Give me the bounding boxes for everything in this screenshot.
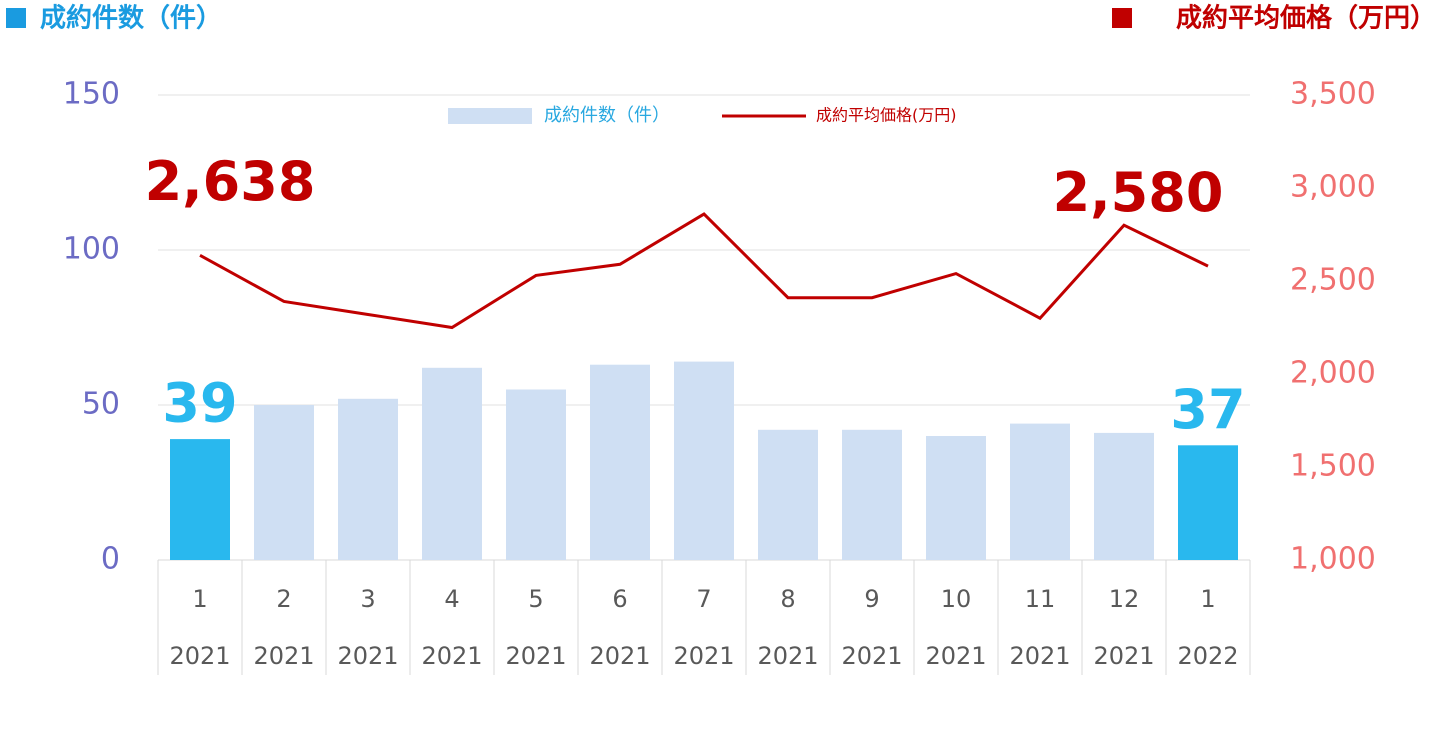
legend-label: 成約平均価格(万円) xyxy=(816,106,957,125)
x-group-label: 2021 xyxy=(757,642,818,670)
y2-tick-label: 1,500 xyxy=(1290,449,1376,484)
line xyxy=(199,212,1209,330)
x-group-label: 2021 xyxy=(1009,642,1070,670)
bar xyxy=(1094,432,1154,560)
bar xyxy=(590,364,650,560)
bar xyxy=(842,429,902,560)
x-group-label: 2022 xyxy=(1177,642,1238,670)
left-header: 成約件数（件） xyxy=(40,3,222,34)
x-group-label: 2021 xyxy=(1093,642,1154,670)
bar xyxy=(338,398,398,560)
x-group-label: 2021 xyxy=(253,642,314,670)
data-label: 39 xyxy=(162,372,237,435)
x-tick-label: 4 xyxy=(444,585,459,613)
y2-tick-label: 2,000 xyxy=(1290,356,1376,391)
y-tick-label: 100 xyxy=(63,232,120,267)
bar xyxy=(506,389,566,560)
x-tick-label: 9 xyxy=(864,585,879,613)
y-tick-label: 150 xyxy=(63,77,120,112)
data-label: 2,638 xyxy=(145,150,316,213)
x-tick-label: 5 xyxy=(528,585,543,613)
x-group-label: 2021 xyxy=(925,642,986,670)
x-tick-label: 3 xyxy=(360,585,375,613)
bar xyxy=(1010,423,1070,560)
x-tick-label: 12 xyxy=(1109,585,1140,613)
bar xyxy=(254,405,314,560)
x-group-label: 2021 xyxy=(337,642,398,670)
x-group-label: 2021 xyxy=(841,642,902,670)
legend-swatch xyxy=(448,108,532,124)
x-tick-label: 1 xyxy=(1200,585,1215,613)
x-group-label: 2021 xyxy=(505,642,566,670)
bar xyxy=(674,361,734,560)
x-group-label: 2021 xyxy=(421,642,482,670)
x-group-label: 2021 xyxy=(169,642,230,670)
x-tick-label: 7 xyxy=(696,585,711,613)
y-tick-label: 0 xyxy=(101,542,120,577)
header-square xyxy=(6,8,26,28)
x-tick-label: 2 xyxy=(276,585,291,613)
bar xyxy=(170,439,230,560)
bar xyxy=(422,367,482,560)
right-header: 成約平均価格（万円） xyxy=(1176,3,1436,34)
y-tick-label: 50 xyxy=(82,387,120,422)
bar xyxy=(1178,445,1238,560)
bar xyxy=(926,436,986,560)
bar xyxy=(758,429,818,560)
x-tick-label: 10 xyxy=(941,585,972,613)
x-tick-label: 1 xyxy=(192,585,207,613)
y2-tick-label: 3,500 xyxy=(1290,77,1376,112)
y2-tick-label: 1,000 xyxy=(1290,542,1376,577)
data-label: 37 xyxy=(1170,378,1245,441)
legend-label: 成約件数（件） xyxy=(544,105,670,126)
y2-tick-label: 2,500 xyxy=(1290,263,1376,298)
x-tick-label: 11 xyxy=(1025,585,1056,613)
x-tick-label: 8 xyxy=(780,585,795,613)
data-label: 2,580 xyxy=(1053,161,1224,224)
header-square xyxy=(1112,8,1132,28)
y2-tick-label: 3,000 xyxy=(1290,170,1376,205)
x-group-label: 2021 xyxy=(589,642,650,670)
x-group-label: 2021 xyxy=(673,642,734,670)
x-tick-label: 6 xyxy=(612,585,627,613)
